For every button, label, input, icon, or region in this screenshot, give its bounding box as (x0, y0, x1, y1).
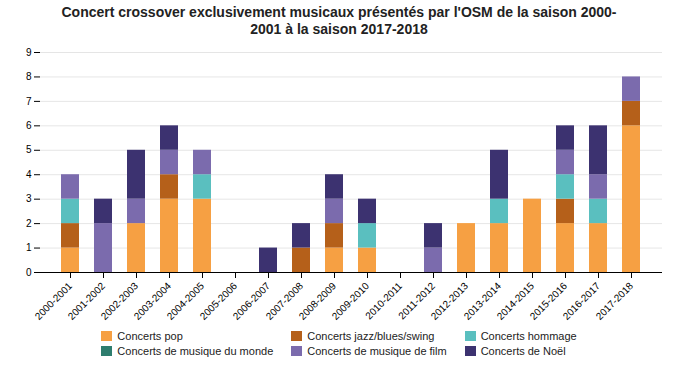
svg-text:5: 5 (26, 144, 32, 155)
svg-text:2010-2011: 2010-2011 (363, 280, 405, 322)
svg-text:2011-2012: 2011-2012 (396, 280, 438, 322)
html-text:Concerts hommage: Concerts hommage (480, 330, 577, 342)
svg-text:2001-2002: 2001-2002 (65, 280, 108, 322)
svg-text:2016-2017: 2016-2017 (560, 280, 603, 322)
svg-text:3: 3 (26, 193, 32, 204)
svg-text:2017-2018: 2017-2018 (594, 280, 636, 322)
svg-text:2012-2013: 2012-2013 (428, 280, 471, 322)
html-text:Concerts jazz/blues/swing: Concerts jazz/blues/swing (307, 330, 435, 342)
svg-text:0: 0 (26, 267, 32, 278)
svg-text:1: 1 (26, 242, 32, 253)
svg-text:2014-2015: 2014-2015 (494, 280, 537, 322)
html-text:Concerts de musique du monde: Concerts de musique du monde (117, 345, 274, 357)
html-text:Concerts de Noël: Concerts de Noël (480, 345, 566, 357)
svg-text:2002-2003: 2002-2003 (98, 280, 141, 322)
html-text:Concerts de musique de film: Concerts de musique de film (307, 345, 447, 357)
svg-text:2: 2 (26, 218, 32, 229)
svg-text:8: 8 (26, 71, 32, 82)
svg-text:2013-2014: 2013-2014 (461, 280, 504, 322)
svg-text:2000-2001: 2000-2001 (32, 280, 75, 322)
svg-text:6: 6 (26, 120, 32, 131)
svg-text:7: 7 (26, 96, 32, 107)
svg-text:2004-2005: 2004-2005 (164, 280, 207, 322)
svg-text:2008-2009: 2008-2009 (296, 280, 339, 322)
svg-text:2009-2010: 2009-2010 (329, 280, 372, 322)
svg-text:2005-2006: 2005-2006 (197, 280, 240, 322)
svg-text:2007-2008: 2007-2008 (263, 280, 306, 322)
svg-text:2003-2004: 2003-2004 (131, 280, 174, 322)
svg-text:9: 9 (26, 47, 32, 58)
svg-text:4: 4 (26, 169, 32, 180)
html-text:Concerts pop: Concerts pop (117, 330, 183, 342)
html-text:Concert crossover exclusivemen: Concert crossover exclusivement musicaux… (61, 4, 617, 37)
svg-text:2006-2007: 2006-2007 (230, 280, 273, 322)
svg-text:2015-2016: 2015-2016 (527, 280, 570, 322)
